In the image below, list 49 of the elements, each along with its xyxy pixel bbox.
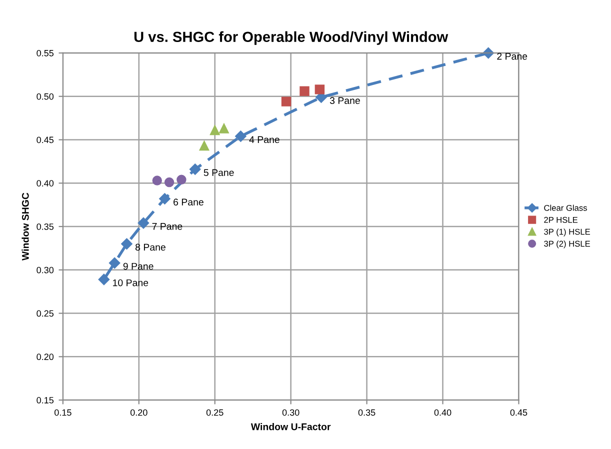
annotation: 3 Pane xyxy=(330,97,360,104)
annotation: 7 Pane xyxy=(152,223,182,230)
y-tick-label: 0.50 xyxy=(36,93,54,100)
y-tick-label: 0.30 xyxy=(36,266,54,274)
y-tick-label: 0.45 xyxy=(36,136,54,144)
point xyxy=(190,164,201,175)
point xyxy=(199,140,210,151)
point xyxy=(314,84,325,94)
point xyxy=(138,217,150,229)
legend-label: 3P (1) HSLE xyxy=(544,228,590,236)
x-tick-label: 0.35 xyxy=(358,409,376,416)
annotation: 6 Pane xyxy=(174,198,204,206)
legend-label: Clear Glass xyxy=(544,204,587,211)
y-tick-label: 0.55 xyxy=(36,50,54,56)
point xyxy=(121,238,132,250)
point xyxy=(281,96,292,106)
point xyxy=(159,193,170,204)
point xyxy=(108,257,120,269)
y-axis-title: Window SHGC xyxy=(22,192,29,260)
point xyxy=(164,177,174,188)
y-tick-label: 0.15 xyxy=(36,397,54,404)
point xyxy=(98,274,110,286)
x-tick-label: 0.15 xyxy=(54,409,72,416)
point xyxy=(152,176,162,186)
y-tick-label: 0.20 xyxy=(36,354,54,360)
point xyxy=(176,174,186,185)
annotation: 2 Pane xyxy=(497,52,528,60)
y-tick-label: 0.35 xyxy=(36,223,54,230)
point xyxy=(219,124,229,134)
legend-label: 2P HSLE xyxy=(544,216,578,223)
annotation: 5 Pane xyxy=(204,169,234,176)
annotation: 8 Pane xyxy=(136,244,166,251)
point xyxy=(235,130,246,142)
annotation: 4 Pane xyxy=(249,136,280,144)
x-tick-label: 0.20 xyxy=(130,409,148,416)
legend-label: 3P (2) HSLE xyxy=(544,240,590,248)
annotation: 9 Pane xyxy=(123,262,154,270)
y-tick-label: 0.40 xyxy=(36,180,54,186)
point xyxy=(300,86,310,96)
point xyxy=(482,47,494,59)
chart-title: U vs. SHGC for Operable Wood/Vinyl Window xyxy=(134,31,448,45)
x-tick-label: 0.25 xyxy=(206,409,224,416)
y-tick-label: 0.25 xyxy=(36,310,54,317)
point xyxy=(210,125,220,136)
x-axis-title: Window U-Factor xyxy=(250,423,331,430)
x-tick-label: 0.40 xyxy=(434,409,452,416)
annotation: 10 Pane xyxy=(113,279,148,286)
x-tick-label: 0.30 xyxy=(282,409,300,416)
x-tick-label: 0.45 xyxy=(510,409,528,416)
